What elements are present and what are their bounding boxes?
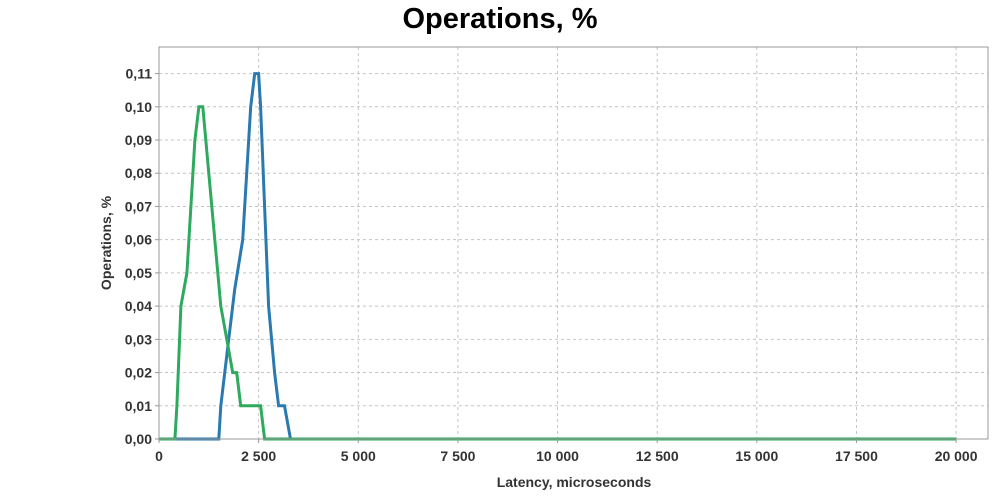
y-tick-label: 0,02 — [125, 365, 152, 381]
y-tick-label: 0,00 — [125, 431, 152, 447]
series-layer — [159, 72, 957, 441]
grid — [158, 47, 988, 440]
y-tick-label: 0,06 — [125, 232, 152, 248]
x-axis-label: Latency, microseconds — [497, 474, 652, 490]
x-tick-label: 5 000 — [341, 448, 376, 464]
x-tick-label: 17 500 — [835, 448, 878, 464]
y-tick-label: 0,04 — [125, 298, 152, 314]
series-line-2 — [159, 105, 957, 441]
y-tick-label: 0,01 — [125, 398, 152, 414]
plot-background — [159, 47, 988, 439]
x-tick-label: 10 000 — [536, 448, 579, 464]
x-tick-label: 20 000 — [935, 448, 978, 464]
y-axis-label: Operations, % — [98, 195, 114, 290]
y-tick-label: 0,08 — [125, 165, 152, 181]
y-tick-label: 0,07 — [125, 198, 152, 214]
y-tick-label: 0,05 — [125, 265, 152, 281]
tick-labels: 0 2 500 5 000 7 500 10 000 12 500 15 000 17 500… — [125, 66, 978, 464]
plot-border — [158, 46, 989, 440]
y-tick-label: 0,09 — [125, 132, 152, 148]
x-tick-label: 0 — [155, 448, 163, 464]
x-tick-label: 7 500 — [440, 448, 475, 464]
x-tick-label: 15 000 — [735, 448, 778, 464]
series-line-1 — [159, 72, 957, 441]
y-tick-label: 0,03 — [125, 331, 152, 347]
chart-title: Operations, % — [402, 3, 598, 35]
x-tick-label: 12 500 — [636, 448, 679, 464]
y-tick-label: 0,11 — [126, 66, 153, 82]
y-tick-label: 0,10 — [125, 99, 152, 115]
x-tick-label: 2 500 — [241, 448, 276, 464]
